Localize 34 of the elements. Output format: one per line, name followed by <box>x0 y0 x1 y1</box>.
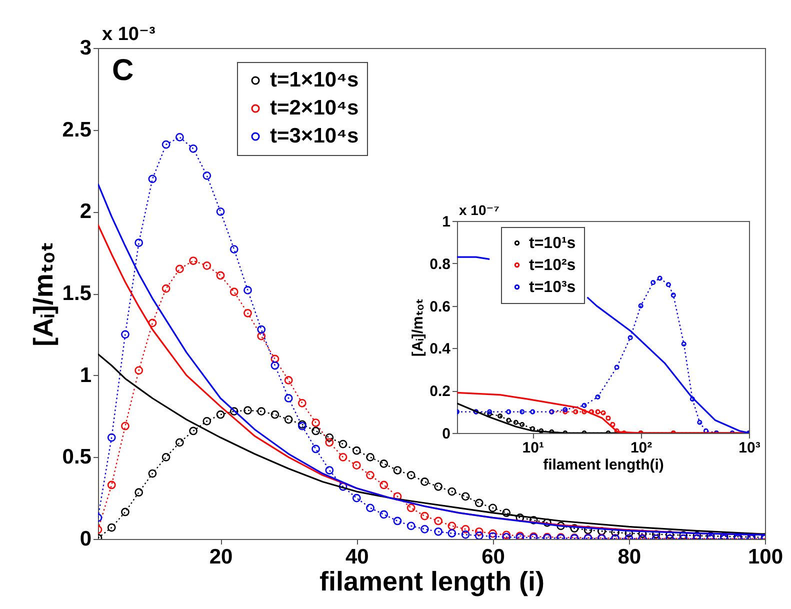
x-tick-label: 40 <box>345 546 369 568</box>
legend-label: t=10³s <box>529 279 576 296</box>
legend-label: t=2×10⁴s <box>270 96 359 120</box>
y-tick-label: 1 <box>442 214 450 230</box>
y-tick-label: 1 <box>80 364 92 387</box>
legend-label: t=3×10⁴s <box>270 124 359 148</box>
text: x 10⁻³ <box>102 24 156 45</box>
x-axis-title: filament length (i) <box>320 566 544 596</box>
y-tick-label: 0.5 <box>62 446 92 469</box>
y-tick-label: 2 <box>80 200 92 224</box>
x-tick-label: 10³ <box>738 440 760 456</box>
y-axis-title: [Aᵢ]/mₜₒₜ <box>28 242 58 346</box>
y-tick-label: 3 <box>80 36 92 60</box>
annotation: C <box>112 54 134 87</box>
y-tick-label: 1.5 <box>62 282 92 305</box>
y-tick-label: 0.8 <box>430 256 450 273</box>
x-axis-title: filament length(i) <box>543 456 664 474</box>
legend-label: t=10²s <box>529 257 576 274</box>
y-tick-label: 0 <box>442 426 450 442</box>
y-tick-label: 0 <box>80 528 92 550</box>
x-tick-label: 20 <box>209 546 233 568</box>
annotation: x 10⁻⁷ <box>459 202 500 218</box>
y-tick-label: 0.4 <box>430 340 452 358</box>
y-axis-title: [Aᵢ]/mₜₒₜ <box>410 298 427 357</box>
x-tick-label: 100 <box>748 546 784 568</box>
y-tick-label: 2.5 <box>62 118 92 142</box>
y-tick-label: 0.2 <box>430 383 450 400</box>
x-tick-label: 80 <box>618 546 642 568</box>
y-tick-label: 0.6 <box>430 298 450 316</box>
legend-label: t=1×10⁴s <box>270 68 359 92</box>
legend-label: t=10¹s <box>529 235 576 252</box>
x-tick-label: 10¹ <box>522 440 544 456</box>
x-tick-label: 60 <box>482 546 505 568</box>
x-tick-label: 10² <box>630 440 652 456</box>
